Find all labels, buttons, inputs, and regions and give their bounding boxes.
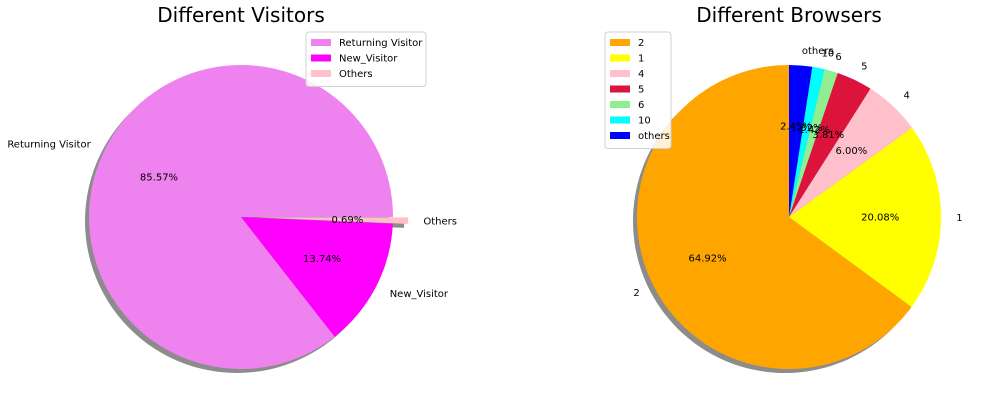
visitors-pie-slices [88,64,409,369]
browsers-pct-10: 1.32% [791,123,823,134]
visitors-pie-panel: Different Visitors Returning Visitor 85.5… [7,3,457,373]
browsers-legend: 2 1 4 5 6 10 others [604,31,672,149]
browsers-pct-others: 2.45% [780,122,812,133]
browsers-pct-5: 3.81% [812,130,844,141]
browsers-slice-10 [789,66,825,217]
browsers-slice-1 [789,127,941,307]
browsers-pct-2: 64.92% [689,254,727,265]
browsers-pie-labels: 2 64.92% 1 20.08% 4 6.00% 5 3.81% 6 1.42% 10 1.32% o… [633,46,962,299]
browsers-label-2: 2 [633,288,639,299]
visitors-pct-others: 0.69% [332,215,364,226]
browsers-label-others: others [802,46,834,57]
visitors-legend-label-returning-visitor: Returning Visitor [339,38,423,49]
visitors-legend-swatch-returning-visitor [311,39,331,46]
browsers-legend-swatch-others [610,132,630,139]
browsers-slice-4 [789,88,912,217]
browsers-legend-label-4: 4 [638,69,644,80]
visitors-label-returning-visitor: Returning Visitor [7,139,91,150]
visitors-pct-new-visitor: 13.74% [303,254,341,265]
browsers-slice-others [789,65,813,217]
visitors-pie-labels: Returning Visitor 85.57% New_Visitor 13.74%… [7,139,457,300]
browsers-slice-6 [789,69,838,218]
browsers-legend-label-1: 1 [638,54,644,65]
visitors-legend-label-others: Others [339,69,373,80]
browsers-label-5: 5 [861,62,867,73]
visitors-legend: Returning Visitor New_Visitor Others [305,31,427,87]
browsers-legend-swatch-2 [610,39,630,46]
browsers-legend-swatch-5 [610,85,630,93]
browsers-legend-swatch-6 [610,101,630,108]
visitors-legend-swatch-others [311,70,331,77]
browsers-label-4: 4 [904,91,910,102]
browsers-legend-swatch-1 [610,54,630,62]
browsers-chart-title: Different Browsers [696,3,881,27]
visitors-legend-frame [305,31,427,87]
browsers-slice-5 [789,73,871,217]
visitors-slice-new-visitor [241,217,393,337]
browsers-legend-label-2: 2 [638,38,644,49]
browsers-label-6: 6 [835,52,841,63]
browsers-pct-4: 6.00% [836,146,868,157]
browsers-pct-1: 20.08% [861,213,899,224]
browsers-legend-label-10: 10 [638,116,651,127]
visitors-legend-swatch-new-visitor [311,54,331,62]
browsers-legend-swatch-10 [610,116,630,124]
browsers-pie-panel: Different Browsers 2 64.92% 1 20.08% 4 6.00% 5… [604,3,963,374]
visitors-legend-label-new-visitor: New_Visitor [339,54,398,65]
browsers-label-1: 1 [956,213,962,224]
visitors-label-others: Others [423,217,457,228]
visitors-pct-returning-visitor: 85.57% [140,173,178,184]
browsers-label-10: 10 [822,49,835,60]
visitors-slice-others [256,217,409,224]
browsers-pct-6: 1.42% [798,125,830,136]
browsers-pie-slices [636,65,941,370]
visitors-slice-returning-visitor [88,64,393,369]
browsers-legend-label-others: others [638,131,670,142]
browsers-legend-label-5: 5 [638,85,644,96]
visitors-chart-title: Different Visitors [157,3,325,27]
browsers-legend-swatch-4 [610,70,630,77]
browsers-slice-2 [636,65,912,370]
visitors-label-new-visitor: New_Visitor [390,289,449,300]
browsers-legend-label-6: 6 [638,100,644,111]
